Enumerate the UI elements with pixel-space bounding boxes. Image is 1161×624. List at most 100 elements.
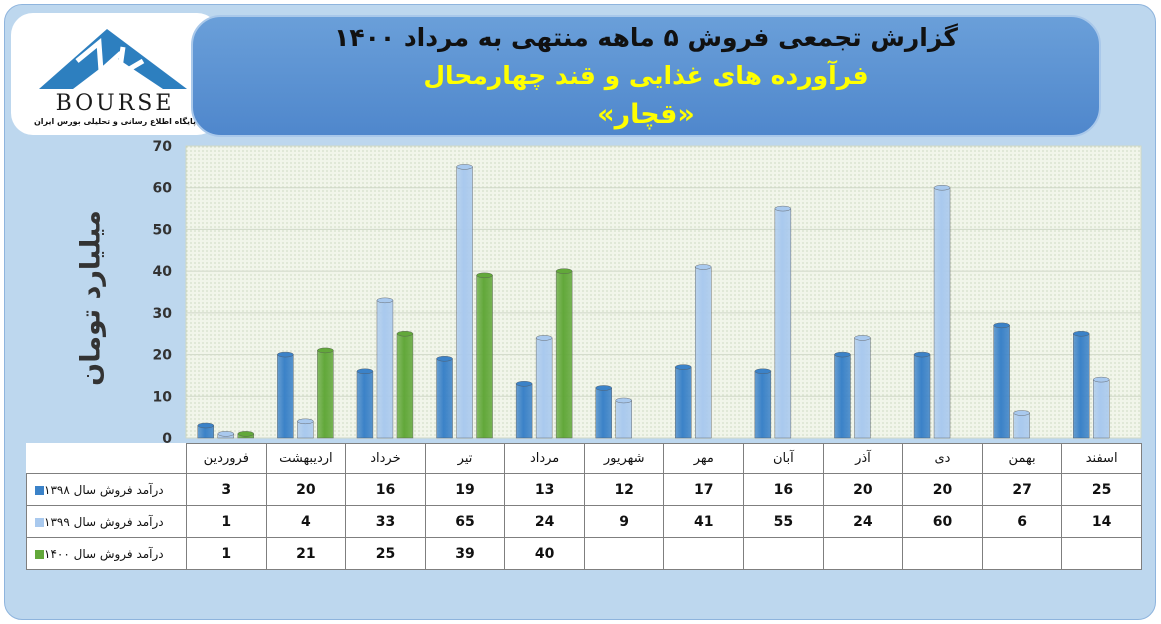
bar — [376, 297, 394, 439]
chart-title: گزارش تجمعی فروش ۵ ماهه منتهی به مرداد ۱… — [334, 23, 958, 52]
logo-mark-icon — [39, 29, 187, 89]
data-label: 20 — [902, 473, 983, 506]
data-label: 6 — [981, 505, 1063, 538]
data-label: 9 — [583, 505, 665, 538]
bar — [535, 335, 553, 439]
data-label: 25 — [1061, 473, 1142, 506]
table-row: درآمد فروش سال ۱۳۹۹ 1 4 33 65 24 9 41 55 24 60 6 14 — [26, 505, 1142, 538]
y-tick-label: 10 — [153, 389, 173, 405]
bar — [933, 185, 951, 439]
data-label: 24 — [822, 505, 904, 538]
y-tick-label: 40 — [153, 264, 173, 280]
data-label: 55 — [743, 505, 824, 538]
x-tick-label: آذر — [822, 443, 904, 474]
y-tick-label: 30 — [153, 306, 173, 322]
x-tick-label: اردیبهشت — [265, 443, 347, 474]
y-axis-label: میلیارد تومان — [75, 210, 107, 386]
bar — [456, 164, 473, 439]
data-label: 20 — [265, 473, 347, 506]
data-label — [583, 537, 665, 570]
bar — [695, 264, 712, 439]
legend-swatch — [35, 485, 44, 495]
data-label: 16 — [743, 473, 824, 506]
data-label: 41 — [663, 505, 745, 538]
data-label — [663, 537, 745, 570]
bar — [595, 385, 612, 439]
y-tick-label: 70 — [153, 139, 173, 155]
legend-label: درآمد فروش سال ۱۳۹۸ — [44, 482, 164, 497]
data-label: 33 — [345, 505, 426, 538]
data-label: 60 — [902, 505, 983, 538]
data-table: فروردین اردیبهشت خرداد تیر مرداد شهریور مهر آبا… — [26, 443, 1142, 570]
data-label — [981, 537, 1063, 570]
x-tick-label: مرداد — [504, 443, 585, 474]
legend-swatch — [35, 549, 44, 559]
data-label: 40 — [504, 537, 585, 570]
data-label: 19 — [424, 473, 506, 506]
logo-tagline: پایگاه اطلاع رسانی و تحلیلی بورس ایران — [33, 117, 197, 126]
logo-word: BOURSE — [55, 91, 175, 116]
data-label — [1061, 537, 1142, 570]
bar — [356, 368, 374, 439]
bar — [854, 335, 871, 439]
bar-chart: 0 10 20 30 40 50 60 70 — [153, 139, 1142, 445]
bar — [913, 351, 931, 439]
bar — [993, 322, 1010, 439]
bar — [277, 351, 294, 439]
bar — [515, 381, 533, 439]
data-label: 24 — [504, 505, 585, 538]
data-label: 1 — [186, 537, 267, 570]
bar — [1093, 376, 1110, 439]
table-corner — [27, 444, 187, 474]
data-label: 1 — [186, 505, 267, 538]
chart-frame: BOURSE پایگاه اطلاع رسانی و تحلیلی بورس … — [4, 4, 1156, 620]
x-tick-label: آبان — [743, 443, 824, 474]
data-label: 39 — [424, 537, 506, 570]
data-label: 21 — [265, 537, 347, 570]
chart-subtitle: فرآورده های غذایی و قند چهارمحال — [423, 61, 869, 90]
bar — [237, 431, 254, 439]
bar — [436, 356, 453, 439]
bar — [675, 364, 692, 439]
bar — [555, 268, 573, 439]
bar — [754, 368, 772, 439]
data-label: 4 — [265, 505, 347, 538]
bar — [615, 397, 632, 439]
bourse24-logo: BOURSE پایگاه اطلاع رسانی و تحلیلی بورس … — [11, 13, 219, 135]
x-tick-label: مهر — [663, 443, 745, 474]
bar — [317, 347, 334, 439]
bar — [476, 272, 493, 439]
x-tick-label: فروردین — [186, 443, 267, 474]
company-ticker: «قچار» — [597, 99, 695, 130]
bar — [1013, 410, 1030, 439]
data-label — [822, 537, 904, 570]
bar — [1073, 331, 1090, 439]
data-label: 20 — [822, 473, 904, 506]
data-label: 13 — [504, 473, 585, 506]
table-row: درآمد فروش سال ۱۳۹۸ 3 20 16 19 13 12 17 16 20 20 27… — [26, 473, 1142, 506]
data-label: 17 — [663, 473, 745, 506]
bar — [834, 351, 851, 439]
data-label: 65 — [424, 505, 506, 538]
table-row: درآمد فروش سال ۱۴۰۰ 1 21 25 39 40 — [26, 537, 1142, 570]
legend-label: درآمد فروش سال ۱۴۰۰ — [44, 546, 164, 561]
x-tick-label: دی — [902, 443, 983, 474]
data-label: 27 — [981, 473, 1063, 506]
bar — [396, 331, 414, 439]
title-banner: گزارش تجمعی فروش ۵ ماهه منتهی به مرداد ۱… — [191, 15, 1101, 137]
y-tick-label: 50 — [153, 222, 173, 238]
y-tick-label: 0 — [162, 431, 172, 445]
legend-label: درآمد فروش سال ۱۳۹۹ — [44, 514, 164, 529]
data-label — [902, 537, 983, 570]
bar — [774, 205, 792, 439]
x-tick-label: تیر — [424, 443, 506, 474]
data-label: 3 — [186, 473, 267, 506]
legend-swatch — [35, 517, 44, 527]
data-label: 16 — [345, 473, 426, 506]
data-label — [743, 537, 824, 570]
bar — [297, 418, 314, 439]
data-label: 14 — [1061, 505, 1142, 538]
x-tick-label: خرداد — [345, 443, 426, 474]
x-tick-label: شهریور — [583, 443, 665, 474]
bar — [197, 422, 214, 439]
